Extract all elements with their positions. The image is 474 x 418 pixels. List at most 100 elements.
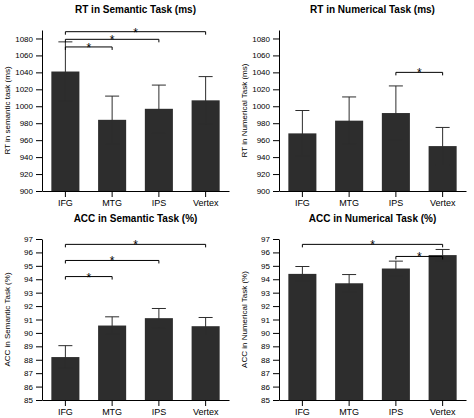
tick-label: 920 xyxy=(20,170,34,179)
tick-mark xyxy=(158,400,159,406)
tick-mark xyxy=(273,360,279,361)
tick-mark xyxy=(273,55,279,56)
tick: 1060 xyxy=(252,51,279,60)
tick-mark xyxy=(273,157,279,158)
tick: 93 xyxy=(24,289,42,298)
annotations: *** xyxy=(65,238,205,284)
significance-label: * xyxy=(417,66,422,80)
tick-mark xyxy=(36,239,42,240)
error-bar-line xyxy=(295,111,309,157)
error-bar-line xyxy=(58,346,72,369)
tick: 91 xyxy=(261,316,279,325)
error-bar xyxy=(389,86,403,140)
x-axis: IFGMTGIPSVertex xyxy=(43,400,230,417)
tick: Vertex xyxy=(430,191,456,208)
tick: 92 xyxy=(24,302,42,311)
tick-mark xyxy=(36,191,42,192)
tick-mark xyxy=(273,279,279,280)
tick-label: 93 xyxy=(261,289,270,298)
bar xyxy=(382,269,410,400)
tick-mark xyxy=(273,72,279,73)
axis-line xyxy=(42,31,43,192)
error-bar xyxy=(295,267,309,282)
tick: Vertex xyxy=(193,191,219,208)
x-axis: IFG MTG IPS Vertex xyxy=(280,191,467,208)
y-axis-title: RT in Numerical Task (ms) xyxy=(240,63,249,157)
tick-label: 980 xyxy=(257,119,271,128)
tick-mark xyxy=(442,400,443,406)
tick-label: MTG xyxy=(339,198,359,208)
tick-label: IFG xyxy=(58,198,73,208)
tick: 94 xyxy=(24,275,42,284)
tick: 92 xyxy=(261,302,279,311)
tick: IPS xyxy=(389,191,404,208)
tick-mark xyxy=(205,191,206,197)
bar xyxy=(98,326,126,400)
tick-mark xyxy=(273,252,279,253)
tick-mark xyxy=(36,140,42,141)
tick-mark xyxy=(65,400,66,406)
significance-label: * xyxy=(86,41,91,55)
tick-label: IFG xyxy=(58,407,73,417)
tick: MTG xyxy=(339,400,359,417)
plot-area xyxy=(288,249,456,400)
tick-label: IFG xyxy=(295,198,310,208)
tick: 1020 xyxy=(15,85,42,94)
error-bar-line xyxy=(152,308,166,327)
axis-line xyxy=(42,240,43,401)
tick-mark xyxy=(36,360,42,361)
tick-label: 85 xyxy=(24,396,33,405)
tick-label: 1040 xyxy=(252,68,270,77)
tick-label: MTG xyxy=(339,407,359,417)
error-bar xyxy=(152,308,166,327)
error-bar-line xyxy=(58,42,72,101)
tick: Vertex xyxy=(430,400,456,417)
error-bar-line xyxy=(389,86,403,140)
tick: 90 xyxy=(261,329,279,338)
tick-mark xyxy=(36,174,42,175)
tick: 900 xyxy=(257,187,279,196)
tick: IFG xyxy=(58,400,73,417)
tick-mark xyxy=(273,320,279,321)
tick-mark xyxy=(273,140,279,141)
tick-mark xyxy=(36,333,42,334)
tick-label: 90 xyxy=(261,329,270,338)
error-bar xyxy=(58,42,72,101)
tick: 91 xyxy=(24,316,42,325)
tick-mark xyxy=(36,400,42,401)
tick-mark xyxy=(395,191,396,197)
tick: 87 xyxy=(24,369,42,378)
tick-label: 1080 xyxy=(15,35,33,44)
error-bar-line xyxy=(105,96,119,143)
significance-label: * xyxy=(370,238,375,252)
tick-label: 1000 xyxy=(15,102,33,111)
axis-line xyxy=(280,191,467,192)
tick-label: 95 xyxy=(24,262,33,271)
tick: IFG xyxy=(295,400,310,417)
tick-mark xyxy=(273,123,279,124)
tick: 1020 xyxy=(252,85,279,94)
tick: 940 xyxy=(257,153,279,162)
tick-label: IPS xyxy=(389,407,404,417)
error-bar xyxy=(199,77,213,124)
tick: 900 xyxy=(20,187,42,196)
tick-mark xyxy=(36,320,42,321)
tick-label: 93 xyxy=(24,289,33,298)
error-bar xyxy=(342,97,356,144)
tick: IPS xyxy=(152,191,167,208)
tick-mark xyxy=(273,306,279,307)
tick-mark xyxy=(36,387,42,388)
tick-mark xyxy=(349,400,350,406)
tick: 97 xyxy=(24,235,42,244)
tick-label: 91 xyxy=(261,316,270,325)
error-bar-line xyxy=(152,85,166,132)
significance-label: * xyxy=(417,250,422,264)
title: ACC in Numerical Task (%) xyxy=(309,213,437,224)
tick: 1000 xyxy=(15,102,42,111)
error-bar-line xyxy=(105,317,119,334)
tick-label: Vertex xyxy=(430,198,456,208)
tick: 85 xyxy=(24,396,42,405)
tick-mark xyxy=(349,191,350,197)
x-axis: IFG MTG IPS Vertex xyxy=(280,400,467,417)
tick-label: 97 xyxy=(261,235,270,244)
